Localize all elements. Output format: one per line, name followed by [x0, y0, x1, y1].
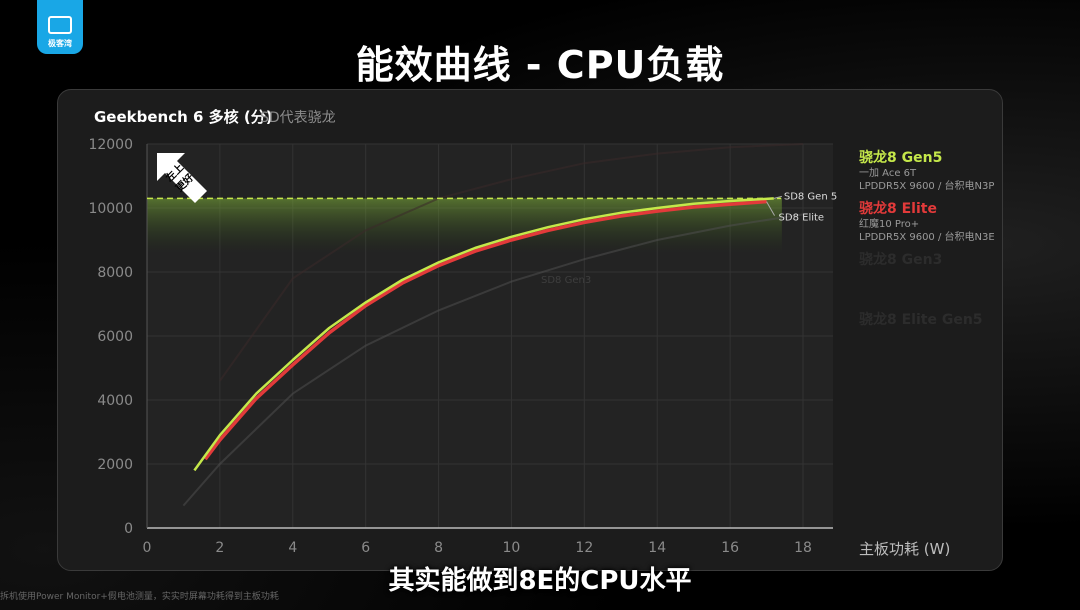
- channel-logo: 极客湾: [37, 0, 83, 54]
- y-tick-label: 8000: [97, 265, 133, 281]
- legend-spec: LPDDR5X 9600 / 台积电N3E: [859, 232, 995, 243]
- series-label-leader: [766, 201, 775, 216]
- x-tick-label: 16: [721, 540, 739, 556]
- logo-text: 极客湾: [48, 39, 72, 48]
- series-label-faded: SD8 Gen3: [541, 275, 591, 286]
- x-tick-label: 2: [215, 540, 224, 556]
- series-label-leader: [773, 195, 782, 199]
- logo-icon: [48, 16, 72, 34]
- legend-name: 骁龙8 Gen5: [859, 150, 943, 166]
- better-arrow-icon: [157, 153, 207, 203]
- y-tick-label: 6000: [97, 329, 133, 345]
- series-line-faded: [182, 213, 804, 507]
- y-tick-label: 4000: [97, 393, 133, 409]
- chart-subtitle: SD代表骁龙: [260, 110, 336, 126]
- video-caption: 其实能做到8E的CPU水平: [388, 566, 692, 596]
- legend-spec: LPDDR5X 9600 / 台积电N3P: [859, 181, 995, 192]
- x-tick-label: 10: [503, 540, 521, 556]
- legend-device: 红魔10 Pro+: [859, 219, 920, 230]
- series-line-faded: [219, 143, 804, 382]
- slide-title: 能效曲线 - CPU负载: [355, 43, 725, 87]
- y-tick-label: 10000: [88, 201, 133, 217]
- legend: 骁龙8 Gen5 一加 Ace 6T LPDDR5X 9600 / 台积电N3P 骁龙…: [859, 150, 1009, 372]
- series-line-sd8-gen5: [193, 197, 774, 472]
- x-tick-label: 0: [143, 540, 152, 556]
- legend-name: 骁龙8 Elite Gen5: [859, 312, 983, 328]
- series-label-sd8-gen5: SD8 Gen 5: [784, 191, 837, 202]
- legend-item: 骁龙8 Gen5 一加 Ace 6T LPDDR5X 9600 / 台积电N3P: [859, 150, 1009, 193]
- legend-device: 一加 Ace 6T: [859, 168, 917, 179]
- series-label-sd8-elite: SD8 Elite: [779, 213, 825, 224]
- x-tick-label: 14: [648, 540, 666, 556]
- x-tick-label: 8: [434, 540, 443, 556]
- x-tick-label: 4: [288, 540, 297, 556]
- x-axis-label: 主板功耗 (W): [859, 540, 951, 558]
- legend-item: 骁龙8 Elite Gen5: [859, 312, 1009, 364]
- legend-item: 骁龙8 Gen3: [859, 252, 1009, 304]
- legend-item: 骁龙8 Elite 红魔10 Pro+ LPDDR5X 9600 / 台积电N3E: [859, 201, 1009, 244]
- x-tick-label: 18: [794, 540, 812, 556]
- x-tick-label: 6: [361, 540, 370, 556]
- x-tick-label: 12: [575, 540, 593, 556]
- y-tick-label: 2000: [97, 457, 133, 473]
- footnote: 拆机使用Power Monitor+假电池测量，实实时屏幕功耗得到主板功耗: [0, 592, 279, 602]
- legend-name: 骁龙8 Gen3: [859, 252, 943, 268]
- chart-title: Geekbench 6 多核 (分): [94, 108, 273, 126]
- series-line-sd8-elite: [203, 199, 767, 461]
- legend-name: 骁龙8 Elite: [859, 201, 937, 217]
- y-tick-label: 12000: [88, 137, 133, 153]
- y-tick-label: 0: [124, 521, 133, 537]
